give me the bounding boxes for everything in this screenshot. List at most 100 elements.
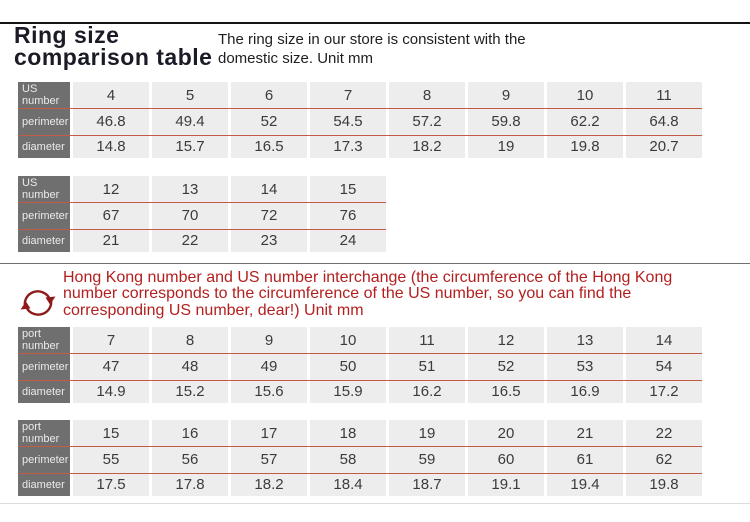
table-row: perimeter 47 48 49 50 51 52 53 54 [18,353,702,380]
table-cell: 49 [231,353,307,380]
table-cell: 10 [310,327,386,353]
table-cell: 17.3 [310,135,386,158]
row-divider-line [18,380,702,381]
table-cell: 14.9 [73,380,149,403]
hk-us-interchange-note: Hong Kong number and US number interchan… [63,269,673,319]
table-cell: 49.4 [152,108,228,135]
table-cell: 17.2 [626,380,702,403]
table-cell: 23 [231,229,307,252]
table-cell: 9 [468,82,544,108]
table-cell: 11 [389,327,465,353]
table-cell: 4 [73,82,149,108]
table-cell: 12 [468,327,544,353]
row-label-cell: perimeter [18,446,70,473]
table-cell: 76 [310,202,386,229]
table-cell: 15 [73,420,149,446]
table-cell: 7 [310,82,386,108]
table-cell: 11 [626,82,702,108]
table-cell: 62.2 [547,108,623,135]
table-cell: 54 [626,353,702,380]
hk-size-table-7-14: port number 7 8 9 10 11 12 13 14 perimeter 47 48 49 5… [18,327,702,403]
table-cell: 8 [152,327,228,353]
page-subtitle: The ring size in our store is consistent… [218,31,526,67]
table-cell: 13 [547,327,623,353]
row-label-cell: perimeter [18,108,70,135]
row-divider-line [18,108,702,109]
table-cell: 21 [547,420,623,446]
hk-size-table-15-22: port number 15 16 17 18 19 20 21 22 perimeter 55 56… [18,420,702,496]
table-cell: 14.8 [73,135,149,158]
table-cell: 47 [73,353,149,380]
table-cell: 12 [73,176,149,202]
table-row: perimeter 46.8 49.4 52 54.5 57.2 59.8 62.2 64.8 [18,108,702,135]
row-label-cell: port number [18,420,70,446]
row-divider-line [18,353,702,354]
table-cell: 18.7 [389,473,465,496]
table-cell: 13 [152,176,228,202]
table-cell: 60 [468,446,544,473]
row-label-cell: diameter [18,229,70,252]
table-cell: 52 [468,353,544,380]
table-cell: 14 [626,327,702,353]
table-cell: 7 [73,327,149,353]
table-cell: 15.6 [231,380,307,403]
table-cell: 57 [231,446,307,473]
table-row: perimeter 55 56 57 58 59 60 61 62 [18,446,702,473]
row-divider-line [18,473,702,474]
table-cell: 67 [73,202,149,229]
table-cell: 21 [73,229,149,252]
us-size-table-12-15: US number 12 13 14 15 perimeter 67 70 72 76 diamet… [18,176,386,252]
table-cell: 15.7 [152,135,228,158]
table-cell: 9 [231,327,307,353]
row-label-cell: diameter [18,135,70,158]
table-cell: 17.5 [73,473,149,496]
table-cell: 10 [547,82,623,108]
row-label-cell: perimeter [18,202,70,229]
table-row: port number 7 8 9 10 11 12 13 14 [18,327,702,353]
table-cell: 20 [468,420,544,446]
section-divider [0,263,750,264]
row-label-cell: perimeter [18,353,70,380]
table-cell: 24 [310,229,386,252]
table-cell: 50 [310,353,386,380]
row-label-cell: US number [18,176,70,202]
table-cell: 22 [626,420,702,446]
table-row: diameter 17.5 17.8 18.2 18.4 18.7 19.1 19.4 19.8 [18,473,702,496]
table-cell: 17 [231,420,307,446]
table-cell: 19.8 [547,135,623,158]
table-cell: 59 [389,446,465,473]
table-row: diameter 21 22 23 24 [18,229,386,252]
row-label-cell: diameter [18,473,70,496]
table-cell: 18.2 [231,473,307,496]
table-cell: 20.7 [626,135,702,158]
table-cell: 19 [389,420,465,446]
table-cell: 55 [73,446,149,473]
table-cell: 19.8 [626,473,702,496]
table-row: diameter 14.8 15.7 16.5 17.3 18.2 19 19.8 20.7 [18,135,702,158]
table-cell: 58 [310,446,386,473]
table-row: port number 15 16 17 18 19 20 21 22 [18,420,702,446]
table-row: US number 4 5 6 7 8 9 10 11 [18,82,702,108]
row-divider-line [18,229,386,230]
table-cell: 70 [152,202,228,229]
table-cell: 15.9 [310,380,386,403]
table-cell: 16.5 [231,135,307,158]
bottom-divider [0,503,750,504]
table-cell: 6 [231,82,307,108]
table-row: US number 12 13 14 15 [18,176,386,202]
table-cell: 56 [152,446,228,473]
table-cell: 62 [626,446,702,473]
table-cell: 53 [547,353,623,380]
table-cell: 64.8 [626,108,702,135]
exchange-arrows-icon [17,283,59,323]
table-cell: 16.9 [547,380,623,403]
table-cell: 72 [231,202,307,229]
table-cell: 19.1 [468,473,544,496]
table-cell: 57.2 [389,108,465,135]
table-cell: 59.8 [468,108,544,135]
us-size-table-4-11: US number 4 5 6 7 8 9 10 11 perimeter 46.8 49.4 52 54… [18,82,702,158]
table-cell: 52 [231,108,307,135]
row-divider-line [18,135,702,136]
table-cell: 5 [152,82,228,108]
